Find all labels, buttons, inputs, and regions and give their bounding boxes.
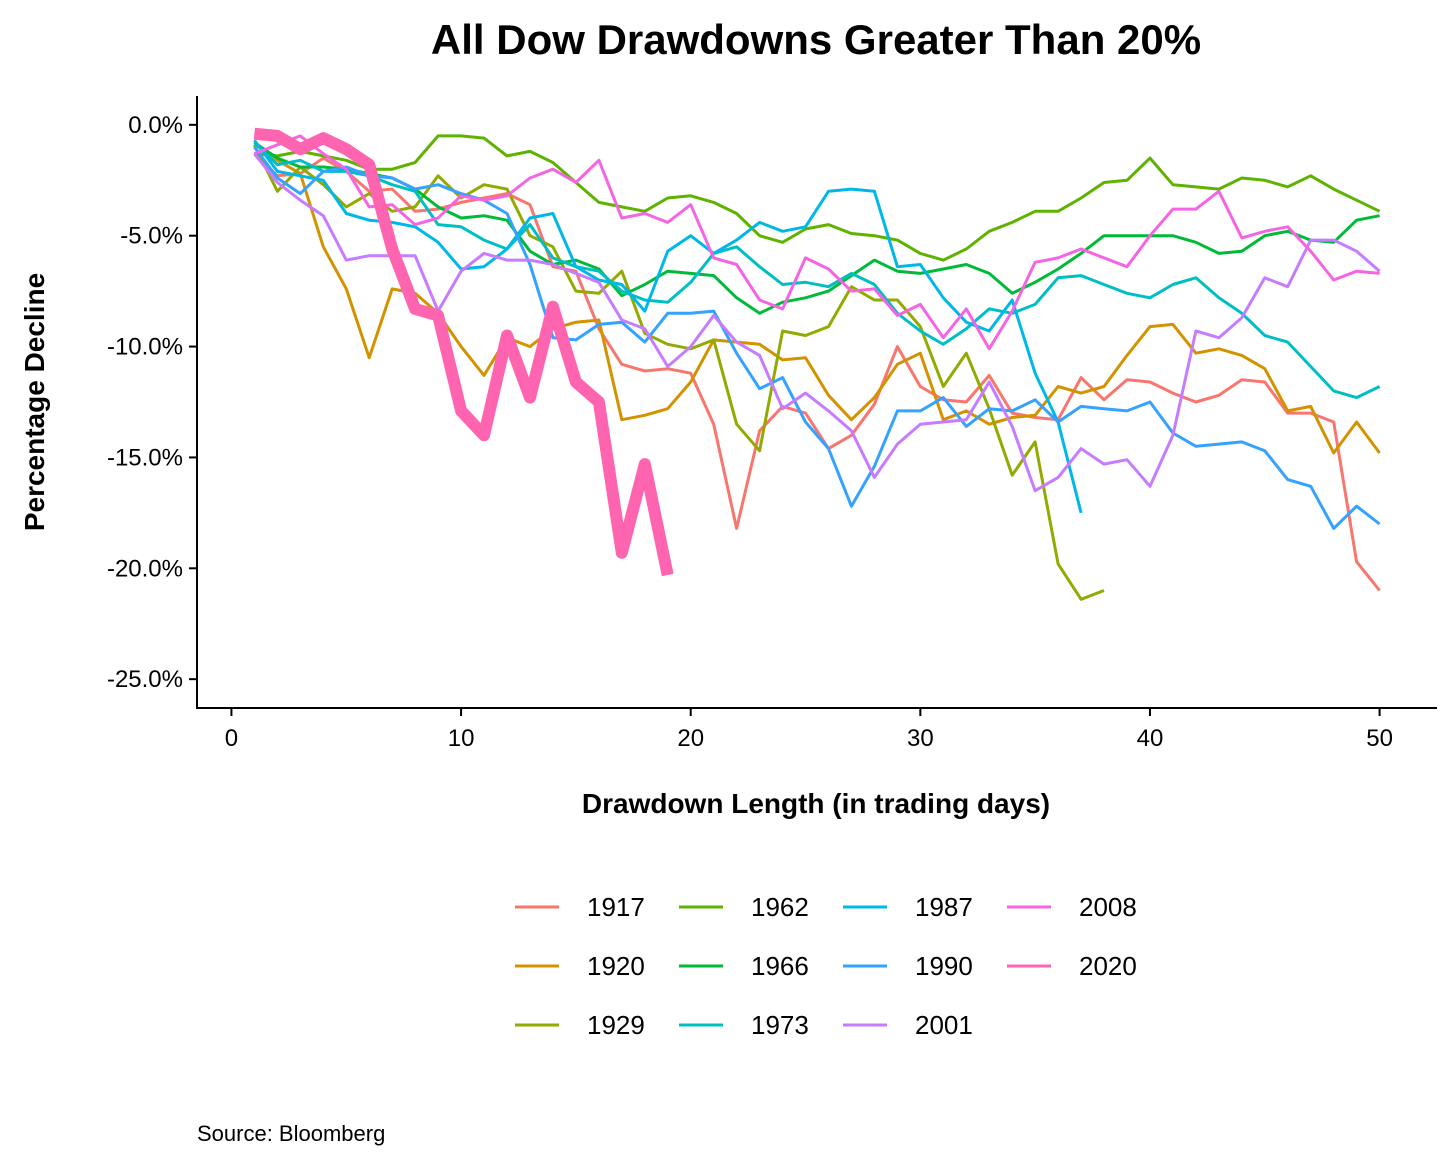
x-tick-label: 0: [225, 725, 238, 752]
legend-item-1973: 1973: [679, 1010, 809, 1040]
series-line-2001: [253, 152, 1381, 493]
x-tick-label: 40: [1137, 725, 1164, 752]
legend-label: 1929: [587, 1010, 645, 1040]
series-line-1987: [253, 139, 1083, 514]
legend-item-2008: 2008: [1007, 892, 1137, 922]
series-line-1917: [253, 152, 1381, 592]
y-axis-title: Percentage Decline: [19, 273, 50, 531]
legend: 1917 1920 1929 1962 1966 1973 1987 1990 2001 2008…: [515, 892, 1137, 1040]
legend-item-1929: 1929: [515, 1010, 645, 1040]
legend-label: 1920: [587, 951, 645, 981]
x-tick-label: 10: [448, 725, 475, 752]
y-tick-label: -15.0%: [107, 444, 183, 471]
x-tick-label: 50: [1366, 725, 1393, 752]
series-line-1962: [254, 134, 1381, 262]
series-line-1973: [253, 141, 1381, 400]
x-axis-ticks: 0 10 20 30 40 50: [225, 708, 1393, 752]
legend-item-1962: 1962: [679, 892, 809, 922]
legend-item-1966: 1966: [679, 951, 809, 981]
legend-label: 2020: [1079, 951, 1137, 981]
y-tick-label: -10.0%: [107, 334, 183, 361]
legend-label: 2001: [915, 1010, 973, 1040]
legend-item-2001: 2001: [843, 1010, 973, 1040]
x-axis-title: Drawdown Length (in trading days): [582, 788, 1050, 819]
series-line-2020: [253, 127, 674, 577]
legend-label: 1962: [751, 892, 809, 922]
legend-item-1987: 1987: [843, 892, 973, 922]
series-line-1966: [253, 141, 1380, 315]
y-axis-ticks: 0.0% -5.0% -10.0% -15.0% -20.0% -25.0%: [107, 112, 197, 693]
series-line-2008: [253, 134, 1380, 351]
legend-label: 1966: [751, 951, 809, 981]
y-tick-label: 0.0%: [128, 112, 183, 139]
legend-item-1920: 1920: [515, 951, 645, 981]
x-tick-label: 20: [677, 725, 704, 752]
y-tick-label: -25.0%: [107, 666, 183, 693]
legend-item-1990: 1990: [843, 951, 973, 981]
source-note: Source: Bloomberg: [197, 1121, 385, 1146]
legend-label: 1987: [915, 892, 973, 922]
series-line-1990: [253, 146, 1381, 530]
plot-area: [253, 127, 1381, 601]
y-tick-label: -5.0%: [120, 223, 183, 250]
legend-label: 2008: [1079, 892, 1137, 922]
legend-label: 1990: [915, 951, 973, 981]
x-tick-label: 30: [907, 725, 934, 752]
legend-item-2020: 2020: [1007, 951, 1137, 981]
y-tick-label: -20.0%: [107, 555, 183, 582]
chart-title: All Dow Drawdowns Greater Than 20%: [431, 16, 1201, 63]
legend-label: 1917: [587, 892, 645, 922]
series-line-1929: [253, 144, 1105, 601]
legend-item-1917: 1917: [515, 892, 645, 922]
legend-label: 1973: [751, 1010, 809, 1040]
